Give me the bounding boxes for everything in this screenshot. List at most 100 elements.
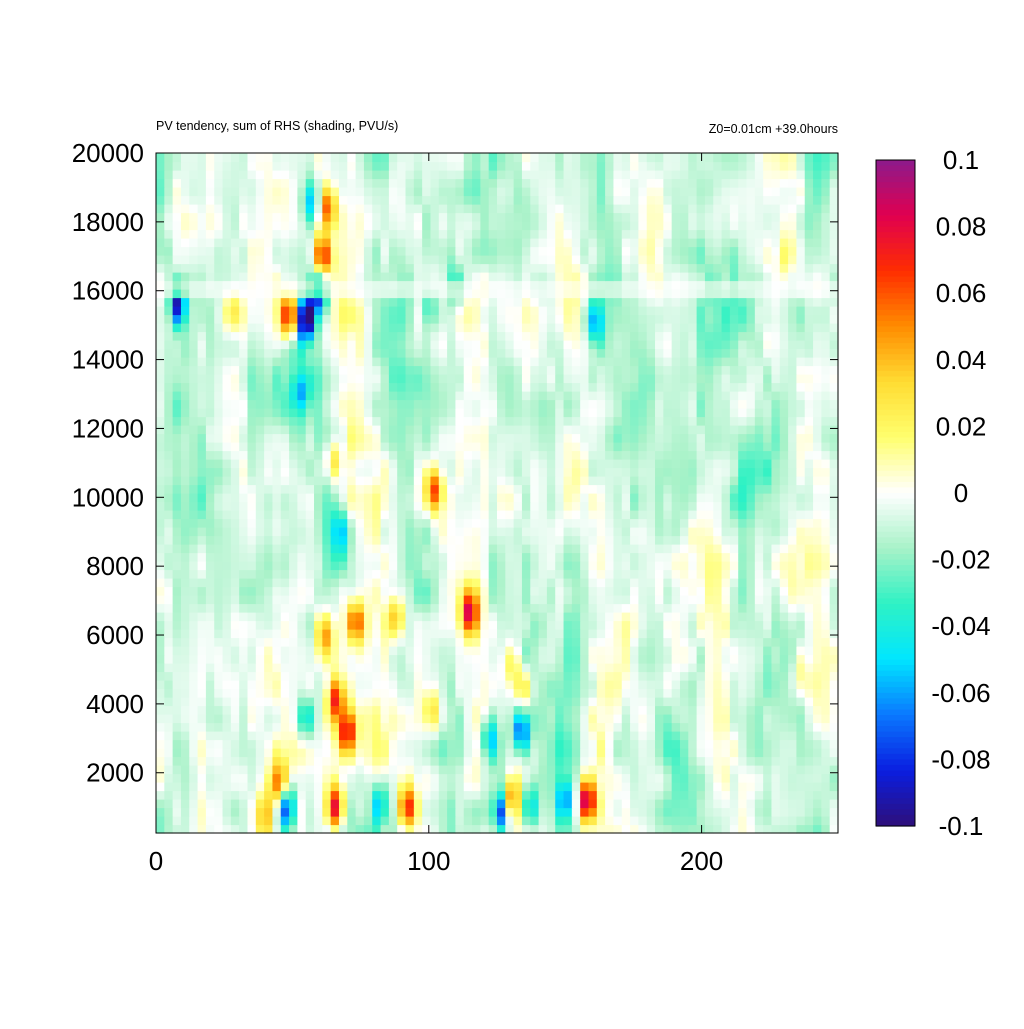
heatmap-cell xyxy=(239,544,249,554)
heatmap-cell xyxy=(671,722,681,732)
heatmap-cell xyxy=(605,671,615,681)
heatmap-cell xyxy=(255,603,265,613)
heatmap-cell xyxy=(721,544,731,554)
heatmap-cell xyxy=(172,408,182,418)
heatmap-cell xyxy=(679,824,689,834)
heatmap-cell xyxy=(422,365,432,375)
heatmap-cell xyxy=(596,442,606,452)
heatmap-cell xyxy=(438,357,448,367)
heatmap-cell xyxy=(796,816,806,826)
heatmap-cell xyxy=(646,493,656,503)
heatmap-cell xyxy=(488,561,498,571)
heatmap-cell xyxy=(289,824,298,834)
heatmap-cell xyxy=(804,374,814,384)
heatmap-cell xyxy=(422,782,432,792)
heatmap-cell xyxy=(239,518,249,528)
heatmap-cell xyxy=(230,688,240,698)
heatmap-cell xyxy=(322,399,332,409)
heatmap-cell xyxy=(713,756,723,766)
heatmap-cell xyxy=(405,663,415,673)
heatmap-cell xyxy=(596,790,606,800)
heatmap-cell xyxy=(555,501,565,511)
heatmap-cell xyxy=(463,382,473,392)
heatmap-cell xyxy=(472,561,481,571)
heatmap-cell xyxy=(829,391,839,401)
heatmap-cell xyxy=(447,510,457,520)
heatmap-cell xyxy=(663,671,673,681)
heatmap-cell xyxy=(397,705,407,715)
heatmap-cell xyxy=(397,697,407,707)
heatmap-cell xyxy=(497,518,506,528)
heatmap-cell xyxy=(613,688,623,698)
heatmap-cell xyxy=(372,467,382,477)
heatmap-cell xyxy=(729,399,739,409)
heatmap-cell xyxy=(679,671,689,681)
heatmap-cell xyxy=(713,688,723,698)
heatmap-cell xyxy=(189,586,199,596)
heatmap-cell xyxy=(530,518,540,528)
heatmap-cell xyxy=(480,467,490,477)
heatmap-cell xyxy=(189,654,199,664)
heatmap-cell xyxy=(679,493,689,503)
heatmap-cell xyxy=(580,374,590,384)
heatmap-cell xyxy=(538,807,548,817)
heatmap-cell xyxy=(713,824,723,834)
heatmap-cell xyxy=(821,544,831,554)
heatmap-cell xyxy=(430,442,440,452)
heatmap-cell xyxy=(679,714,689,724)
heatmap-cell xyxy=(355,705,365,715)
heatmap-cell xyxy=(655,816,664,826)
heatmap-cell xyxy=(230,756,240,766)
heatmap-cell xyxy=(779,714,789,724)
heatmap-cell xyxy=(621,824,631,834)
heatmap-cell xyxy=(738,595,748,605)
heatmap-cell xyxy=(713,595,723,605)
heatmap-cell xyxy=(763,671,773,681)
heatmap-cell xyxy=(363,569,373,579)
heatmap-cell xyxy=(497,484,506,494)
heatmap-cell xyxy=(505,399,515,409)
heatmap-cell xyxy=(671,688,681,698)
heatmap-cell xyxy=(297,399,307,409)
heatmap-cell xyxy=(230,680,240,690)
heatmap-cell xyxy=(663,773,673,783)
heatmap-cell xyxy=(363,680,373,690)
heatmap-cell xyxy=(497,501,506,511)
heatmap-cell xyxy=(255,756,265,766)
heatmap-cell xyxy=(763,714,773,724)
heatmap-cell xyxy=(596,824,606,834)
heatmap-cell xyxy=(713,391,723,401)
heatmap-cell xyxy=(571,790,581,800)
heatmap-cell xyxy=(555,348,565,358)
heatmap-cell xyxy=(530,348,540,358)
heatmap-cell xyxy=(655,340,664,350)
heatmap-cell xyxy=(729,569,739,579)
heatmap-cell xyxy=(156,586,165,596)
heatmap-cell xyxy=(505,518,515,528)
heatmap-cell xyxy=(655,331,664,341)
heatmap-cell xyxy=(197,578,207,588)
heatmap-cell xyxy=(255,399,265,409)
heatmap-cell xyxy=(646,544,656,554)
heatmap-cell xyxy=(480,765,490,775)
heatmap-cell xyxy=(180,714,190,724)
heatmap-cell xyxy=(289,790,298,800)
heatmap-cell xyxy=(738,714,748,724)
heatmap-cell xyxy=(804,569,814,579)
heatmap-cell xyxy=(455,399,465,409)
heatmap-cell xyxy=(322,748,332,758)
heatmap-cell xyxy=(272,654,282,664)
heatmap-cell xyxy=(813,527,822,537)
heatmap-cell xyxy=(704,680,714,690)
heatmap-cell xyxy=(322,773,332,783)
heatmap-cell xyxy=(397,357,407,367)
heatmap-cell xyxy=(447,561,457,571)
heatmap-cell xyxy=(463,374,473,384)
heatmap-cell xyxy=(746,663,756,673)
heatmap-cell xyxy=(771,314,781,324)
heatmap-cell xyxy=(472,773,481,783)
heatmap-cell xyxy=(314,612,323,622)
heatmap-cell xyxy=(546,620,556,630)
heatmap-cell xyxy=(663,816,673,826)
